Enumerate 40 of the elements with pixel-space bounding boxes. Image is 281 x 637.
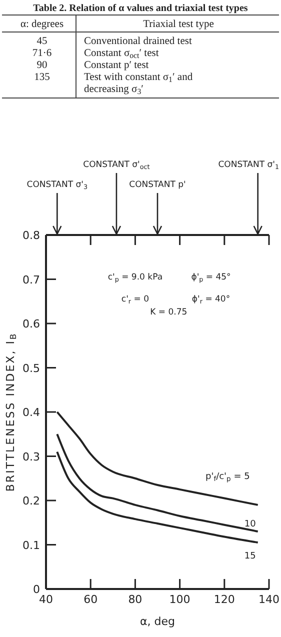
text: Table 2. Relation of α values and triaxial test types	[33, 3, 248, 14]
y-tick-label: 0.5	[22, 362, 40, 375]
y-tick-label: 0.7	[22, 273, 40, 286]
text: 45	[36, 36, 48, 47]
x-tick-label: 80	[128, 593, 142, 606]
x-tick-label: 40	[39, 593, 53, 606]
y-tick-label: 0.2	[22, 494, 40, 508]
text: Conventional drained test	[84, 36, 192, 47]
x-axis-title: α, deg	[140, 615, 175, 628]
annotation: ϕ'$_{p}$ = 45°	[191, 272, 231, 284]
y-tick-label: 0.4	[22, 406, 40, 419]
text: 71·6	[32, 48, 52, 59]
x-tick-label: 120	[214, 593, 235, 606]
text: 90	[36, 60, 48, 71]
x-tick-label: 100	[169, 593, 190, 606]
text: Constant p′ test	[84, 60, 149, 71]
category-label: α: degrees	[20, 19, 64, 30]
y-tick-label: 0.6	[22, 318, 40, 330]
category-label: Triaxial test type	[143, 19, 214, 30]
ref-line-label: CONSTANT σ'$_{oct}$	[83, 160, 150, 171]
text: Test with constant σ$_{1}$′ and decreasing σ$_{3}$′	[84, 72, 193, 96]
ref-line-label: CONSTANT p'	[129, 180, 186, 190]
series-label: 15	[244, 552, 256, 562]
y-tick-label: 0.3	[22, 450, 40, 464]
y-tick-label: 0.1	[22, 538, 40, 552]
series-label: p'$_{f}$/c'$_{p}$ = 5	[206, 472, 250, 484]
x-tick-label: 140	[258, 593, 280, 606]
text: 135	[34, 72, 50, 83]
ref-line-label: CONSTANT σ'$_{1}$	[218, 160, 279, 171]
y-tick-label: 0.8	[22, 229, 40, 242]
y-tick-label: 0	[33, 583, 40, 596]
line-series	[56, 433, 259, 532]
text: Constant σ$_{oct}$′ test	[84, 48, 159, 60]
annotation: c'$_{p}$ = 9.0 kPa	[108, 272, 163, 284]
x-tick-label: 60	[84, 593, 98, 606]
annotation: c'$_{r}$ = 0	[121, 294, 149, 306]
ref-line-label: CONSTANT σ'$_{3}$	[26, 180, 88, 191]
series-label: 10	[244, 519, 256, 530]
annotation: K = 0.75	[150, 308, 188, 318]
annotation: ϕ'$_{r}$ = 40°	[192, 294, 230, 306]
